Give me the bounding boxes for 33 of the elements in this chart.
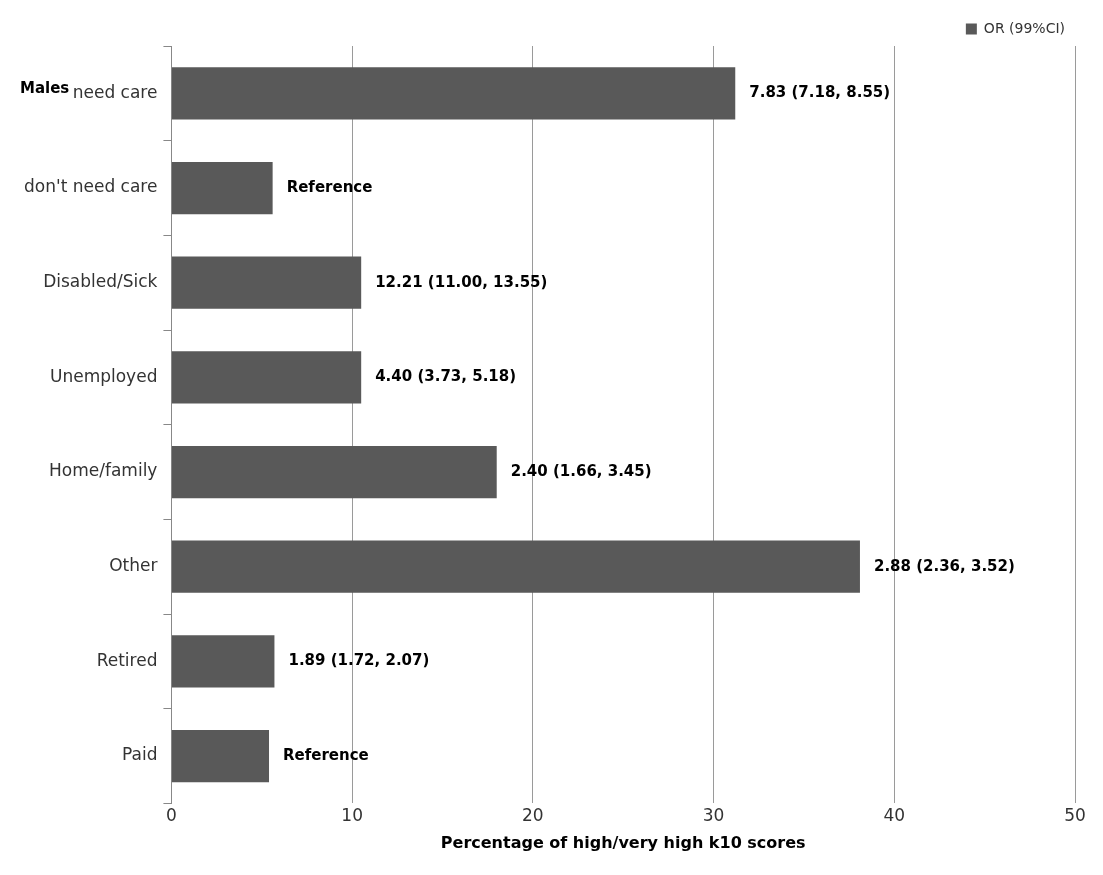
bar <box>171 67 736 120</box>
bar <box>171 635 275 688</box>
y-tick-label: need care <box>72 81 158 102</box>
y-tick-label: don't need care <box>24 176 158 197</box>
bar <box>171 256 362 309</box>
annotation: 4.40 (3.73, 5.18) <box>375 367 517 386</box>
bar <box>171 351 362 404</box>
bar <box>171 161 273 215</box>
legend-label: OR (99%CI) <box>983 19 1066 36</box>
annotation: 12.21 (11.00, 13.55) <box>375 272 548 291</box>
x-tick-label: 40 <box>883 805 906 826</box>
x-tick-label: 0 <box>166 805 177 826</box>
annotation: 1.89 (1.72, 2.07) <box>288 651 430 670</box>
bar <box>171 540 860 593</box>
y-tick-label: Unemployed <box>49 365 158 386</box>
bar <box>171 445 497 499</box>
y-tick-label: Home/family <box>49 460 158 481</box>
annotation: Reference <box>286 177 373 196</box>
bar <box>171 729 270 783</box>
annotation: 7.83 (7.18, 8.55) <box>749 83 891 102</box>
annotation: 2.88 (2.36, 3.52) <box>873 556 1015 575</box>
x-tick-label: 50 <box>1064 805 1086 826</box>
x-tick-label: 30 <box>702 805 725 826</box>
annotation: 2.40 (1.66, 3.45) <box>510 461 652 480</box>
y-tick-label: Other <box>109 555 158 576</box>
x-axis-title: Percentage of high/very high k10 scores <box>440 832 806 852</box>
y-tick-label: Paid <box>122 744 158 765</box>
annotation: Reference <box>283 745 369 764</box>
x-tick-label: 20 <box>522 805 544 826</box>
y-tick-label: Retired <box>96 649 158 670</box>
x-tick-label: 10 <box>341 805 363 826</box>
text: Males <box>20 79 70 98</box>
y-tick-label: Disabled/Sick <box>43 271 158 292</box>
